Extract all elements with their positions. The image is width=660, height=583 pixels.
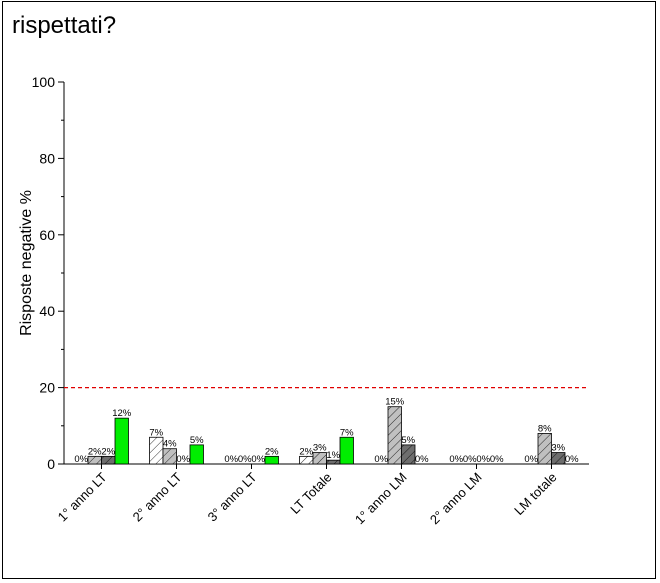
data-label: 7% — [340, 427, 354, 438]
data-label: 15% — [385, 397, 405, 408]
bar-hatch — [149, 437, 163, 464]
bar-hatch — [388, 406, 402, 464]
bar-hatch — [326, 460, 340, 464]
data-labels: 0%2% 2%12%7%4%0%5%0% 0% 0%2% 2% 3%1%7%0%15%5%… — [74, 397, 579, 465]
data-label: 5% — [190, 435, 204, 446]
question-heading: rispettati? — [12, 12, 117, 39]
data-label: 2% — [88, 446, 102, 457]
bar-hatch — [299, 456, 313, 464]
data-label: 2% — [101, 446, 115, 457]
data-label: 0% — [415, 454, 429, 465]
bar-hatch — [88, 456, 102, 464]
y-tick-label: 60 — [39, 227, 55, 243]
x-tick-label: 1° anno LT — [55, 469, 110, 524]
data-label: 0% — [565, 454, 579, 465]
y-axis-label: Risposte negative % — [18, 190, 35, 336]
data-label: 0% — [524, 454, 538, 465]
y-tick-label: 80 — [39, 150, 55, 166]
data-label: 0% — [74, 454, 88, 465]
bar — [339, 436, 354, 465]
data-label: 0% — [224, 454, 238, 465]
data-label: 0% — [238, 454, 252, 465]
x-tick-label: 1° anno LM — [352, 470, 410, 528]
y-tick-label: 40 — [39, 303, 55, 319]
data-label: 0% — [176, 454, 190, 465]
bar — [114, 417, 129, 465]
data-label: 8% — [538, 423, 552, 434]
data-label: 5% — [401, 435, 415, 446]
bars — [87, 406, 566, 465]
x-tick-label: 2° anno LM — [427, 470, 485, 528]
bar-hatch — [101, 456, 115, 464]
data-label: 0% — [449, 454, 463, 465]
bar-hatch — [401, 444, 415, 464]
bar-hatch — [163, 448, 177, 464]
data-label: 0% — [463, 454, 477, 465]
x-tick-label: 3° anno LT — [205, 469, 260, 524]
y-tick-label: 20 — [39, 380, 55, 396]
bar-hatch — [313, 452, 327, 464]
y-tick-label: 0 — [47, 456, 55, 472]
data-label: 3% — [313, 443, 327, 454]
data-label: 1% — [326, 450, 340, 461]
y-tick-label: 100 — [32, 74, 56, 90]
data-label: 12% — [112, 408, 132, 419]
bar-hatch — [538, 433, 552, 464]
data-label: 3% — [551, 443, 565, 454]
bar — [189, 444, 204, 465]
data-label: 0% — [251, 454, 265, 465]
bar-hatch — [551, 452, 565, 464]
data-label: 7% — [149, 427, 163, 438]
x-tick-label: LM totale — [511, 470, 559, 518]
data-label: 2% — [265, 446, 279, 457]
data-label: 4% — [163, 439, 177, 450]
data-label: 2% — [299, 446, 313, 457]
data-label: 0% — [374, 454, 388, 465]
x-tick-label: LT Totale — [287, 470, 334, 517]
data-label: 0% — [476, 454, 490, 465]
bar — [264, 455, 279, 465]
data-label: 0% — [490, 454, 504, 465]
x-tick-label: 2° anno LT — [130, 469, 185, 524]
